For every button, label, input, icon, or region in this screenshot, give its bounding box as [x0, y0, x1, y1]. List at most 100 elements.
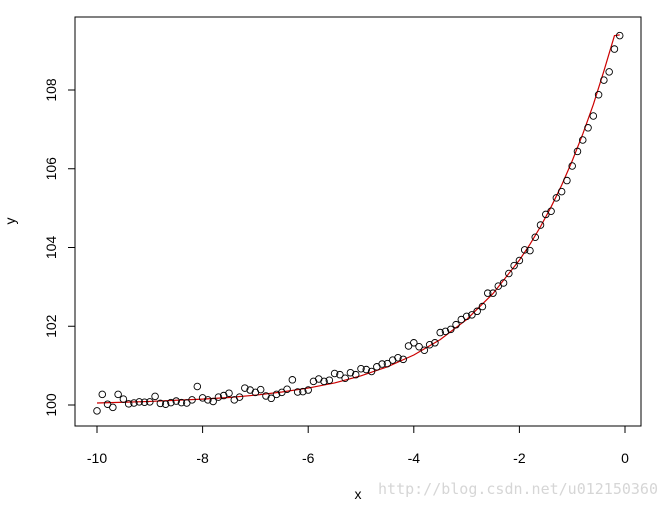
- data-point: [536, 221, 545, 229]
- data-point: [161, 400, 170, 408]
- x-tick-label: -2: [513, 450, 526, 466]
- data-point: [394, 354, 402, 362]
- data-point: [600, 76, 608, 84]
- data-point: [615, 31, 624, 40]
- data-point: [304, 386, 312, 394]
- data-point: [505, 269, 513, 278]
- data-point: [151, 392, 159, 401]
- data-point: [109, 403, 117, 412]
- x-axis-title: x: [355, 486, 362, 502]
- data-point: [172, 397, 180, 405]
- data-point: [209, 397, 217, 406]
- data-point: [357, 365, 365, 373]
- data-point: [135, 398, 143, 406]
- data-point: [362, 365, 371, 374]
- x-tick-label: -4: [408, 450, 421, 466]
- data-point: [256, 385, 265, 394]
- data-point: [410, 339, 418, 347]
- data-point: [415, 342, 423, 351]
- data-point: [146, 398, 154, 406]
- y-tick-label: 108: [43, 78, 59, 102]
- data-point: [462, 312, 471, 321]
- data-point: [288, 376, 297, 384]
- data-point: [547, 207, 555, 216]
- x-axis: -10 -8 -6 -4 -2 0: [87, 425, 629, 466]
- data-points: [93, 31, 624, 415]
- data-point: [188, 396, 196, 404]
- data-point: [526, 246, 534, 255]
- data-point: [425, 341, 434, 349]
- data-point: [293, 388, 302, 396]
- data-point: [346, 368, 355, 377]
- data-point: [468, 311, 476, 319]
- y-tick-label: 104: [43, 236, 59, 260]
- data-point: [483, 289, 492, 297]
- data-point: [584, 124, 592, 132]
- data-point: [399, 355, 407, 364]
- data-point: [420, 346, 429, 355]
- data-point: [589, 112, 598, 120]
- data-point: [114, 390, 122, 399]
- data-point: [98, 390, 107, 399]
- y-tick-label: 100: [43, 393, 59, 417]
- data-point: [452, 320, 460, 329]
- data-point: [299, 387, 307, 396]
- data-point: [140, 398, 149, 406]
- y-axis-title: y: [2, 218, 18, 225]
- data-point: [325, 376, 334, 384]
- data-point: [235, 393, 244, 401]
- data-point: [336, 370, 344, 379]
- data-point: [124, 400, 133, 408]
- data-point: [156, 399, 165, 408]
- data-point: [283, 385, 291, 394]
- x-tick-label: -10: [87, 450, 107, 466]
- data-point: [204, 396, 212, 404]
- data-point: [351, 370, 360, 379]
- data-point: [119, 395, 128, 403]
- data-point: [573, 147, 582, 156]
- data-point: [383, 359, 392, 368]
- data-point: [489, 289, 497, 297]
- data-point: [130, 399, 138, 407]
- x-tick-label: -8: [196, 450, 209, 466]
- data-point: [93, 407, 101, 415]
- data-point: [563, 176, 571, 185]
- data-point: [447, 325, 455, 334]
- data-point: [515, 256, 524, 265]
- data-point: [330, 369, 339, 378]
- watermark-text: http://blog.csdn.net/u012150360: [378, 480, 658, 498]
- data-point: [198, 394, 207, 402]
- y-tick-label: 102: [43, 314, 59, 338]
- data-point: [436, 328, 444, 337]
- data-point: [225, 389, 233, 397]
- data-point: [531, 233, 539, 242]
- data-point: [214, 393, 223, 401]
- x-tick-label: 0: [621, 450, 629, 466]
- data-point: [499, 279, 508, 287]
- data-point: [367, 367, 376, 376]
- y-axis: 100 102 104 106 108: [43, 78, 76, 417]
- x-tick-label: -6: [302, 450, 315, 466]
- data-point: [241, 384, 249, 392]
- data-point: [594, 90, 603, 99]
- data-point: [193, 382, 202, 391]
- data-point: [568, 162, 576, 170]
- data-point: [431, 339, 439, 347]
- data-point: [341, 374, 349, 382]
- data-point: [605, 68, 613, 76]
- data-point: [510, 261, 518, 270]
- data-point: [320, 377, 328, 386]
- data-point: [177, 398, 186, 407]
- data-point: [167, 398, 175, 407]
- data-point: [478, 302, 487, 311]
- data-point: [267, 394, 275, 403]
- data-point: [579, 136, 587, 144]
- data-point: [441, 327, 450, 336]
- data-point: [557, 187, 566, 196]
- data-point: [378, 360, 386, 368]
- data-point: [272, 390, 281, 399]
- data-point: [520, 246, 529, 254]
- data-point: [473, 307, 481, 316]
- data-point: [610, 45, 619, 53]
